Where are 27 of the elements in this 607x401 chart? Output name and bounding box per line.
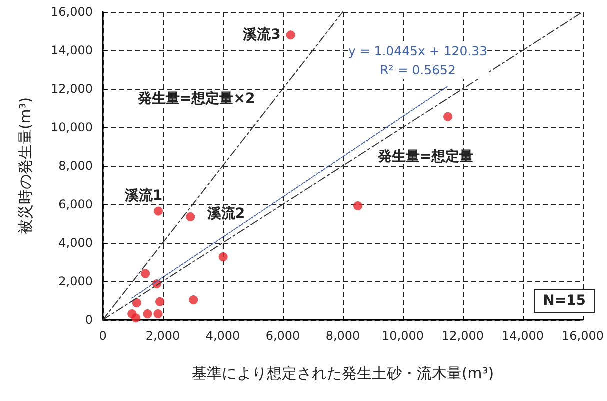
y-tick-label: 4,000: [58, 236, 93, 250]
y-tick-label: 12,000: [51, 82, 93, 96]
y-tick-label: 2,000: [58, 274, 93, 288]
x-tick-label: 16,000: [562, 329, 604, 343]
y-tick-label: 16,000: [51, 5, 93, 19]
text: y = 1.0445x + 120.33 R² = 0.5652: [348, 43, 488, 78]
annotation: 溪流2: [206, 204, 246, 222]
x-tick-label: 0: [99, 329, 107, 343]
y-tick-label: 10,000: [51, 120, 93, 134]
x-tick-label: 12,000: [442, 329, 484, 343]
x-axis-title: 基準により想定された発生土砂・流木量(m³): [192, 364, 494, 382]
x-tick-label: 10,000: [382, 329, 424, 343]
annotation: 溪流1: [124, 187, 163, 204]
x-tick-label: 8,000: [326, 329, 360, 343]
x-tick-label: 4,000: [206, 329, 240, 343]
annotation: 溪流3: [242, 26, 281, 44]
y-tick-label: 8,000: [58, 159, 93, 173]
y-axis-title: 被災時の発生量(m³): [16, 97, 34, 235]
y-tick-label: 14,000: [51, 44, 93, 58]
x-tick-label: 14,000: [502, 329, 544, 343]
annotation: N=15: [543, 293, 586, 309]
x-tick-label: 2,000: [146, 329, 180, 343]
y-tick-label: 6,000: [58, 198, 93, 212]
annotation: 発生量=想定量: [377, 148, 474, 165]
y-tick-label: 0: [85, 313, 93, 327]
annotation: 発生量=想定量×2: [137, 90, 256, 107]
x-tick-label: 6,000: [266, 329, 300, 343]
